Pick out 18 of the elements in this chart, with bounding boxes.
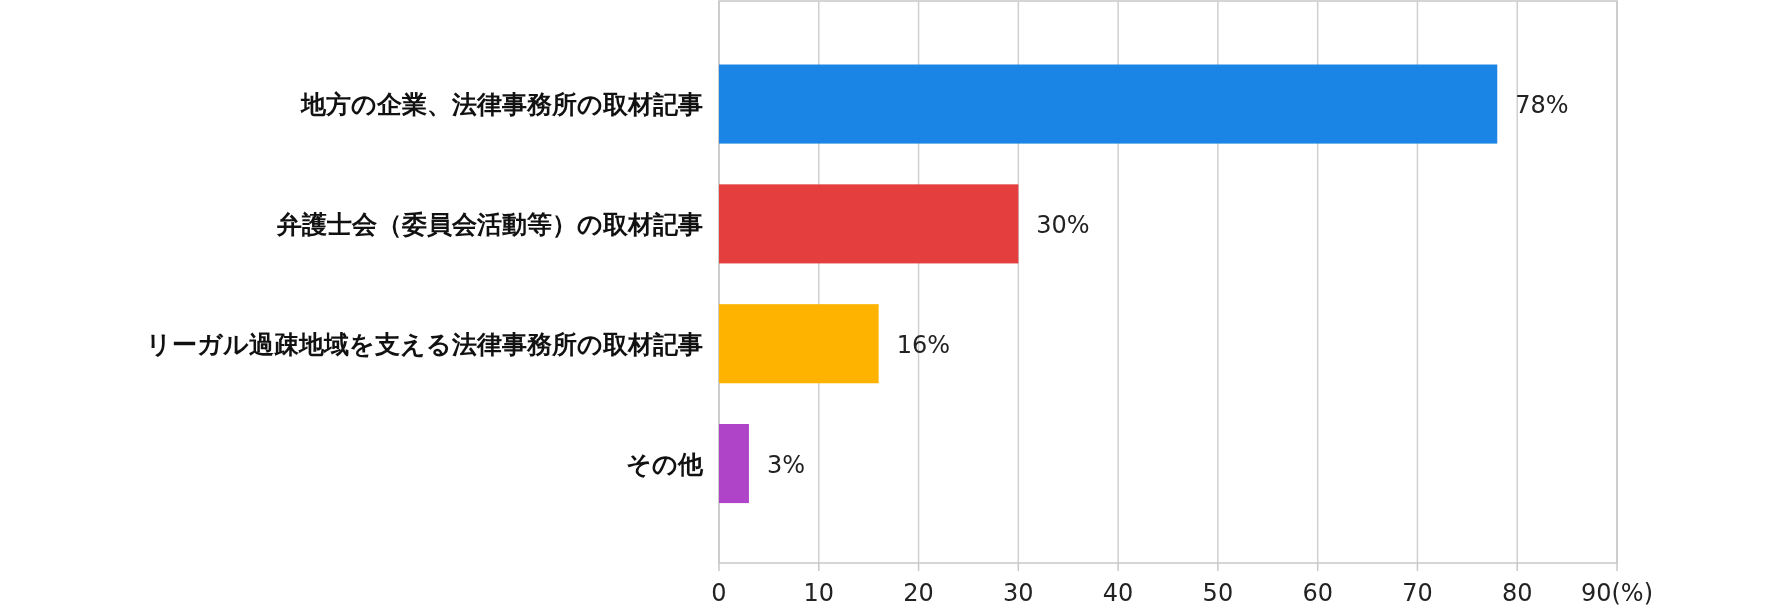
x-tick-label: 60 (1302, 579, 1333, 607)
x-tick-label: 70 (1402, 579, 1433, 607)
data-label: 78% (1515, 91, 1569, 120)
y-tick-label: 地方の企業、法律事務所の取材記事 (300, 90, 703, 120)
x-tick-label: 30 (1003, 579, 1034, 607)
x-tick-label: 10 (803, 579, 835, 607)
data-label: 16% (896, 330, 950, 359)
x-tick-label: 50 (1202, 579, 1234, 607)
x-tick-label: 20 (903, 579, 934, 607)
x-tick-label: 90(%) (1580, 579, 1654, 607)
x-tick-label: 0 (711, 579, 727, 607)
y-tick-label: その他 (626, 449, 704, 479)
x-tick-label: 40 (1102, 579, 1134, 607)
y-tick-label: 弁護士会（委員会活動等）の取材記事 (276, 209, 703, 239)
data-label: 30% (1036, 210, 1090, 239)
x-tick-label: 80 (1501, 579, 1533, 607)
data-label: 3% (766, 450, 806, 479)
y-tick-label: リーガル過疎地域を支える法律事務所の取材記事 (146, 329, 703, 359)
